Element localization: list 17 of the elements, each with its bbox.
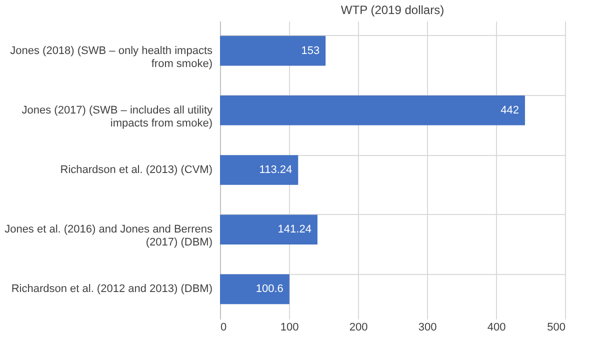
x-tick-label: 400: [487, 322, 506, 334]
data-label: 442: [500, 104, 519, 116]
x-tick-label: 0: [220, 322, 227, 334]
chart-title: WTP (2019 dollars): [340, 3, 444, 17]
data-label: 113.24: [259, 164, 292, 176]
y-tick-label: Jones (2017) (SWB – includes all utility impacts from smoke): [22, 104, 213, 130]
y-tick-label: Richardson et al. (2013) (CVM): [60, 164, 212, 176]
y-tick-label: Jones et al. (2016) and Jones and Berrens (2017) (DBM): [4, 224, 213, 249]
x-tick-label: 200: [349, 322, 368, 334]
y-tick-label: Richardson et al. (2012 and 2013) (DBM): [11, 283, 212, 296]
data-label: 153: [301, 44, 320, 57]
x-tick-label: 500: [547, 322, 566, 334]
x-tick-label: 300: [418, 322, 437, 334]
data-label: 141.24: [278, 224, 312, 236]
x-tick-label: 100: [280, 322, 299, 334]
y-tick-label: Jones (2018) (SWB – only health impacts from smoke): [10, 44, 213, 70]
data-label: 100.6: [256, 283, 284, 296]
